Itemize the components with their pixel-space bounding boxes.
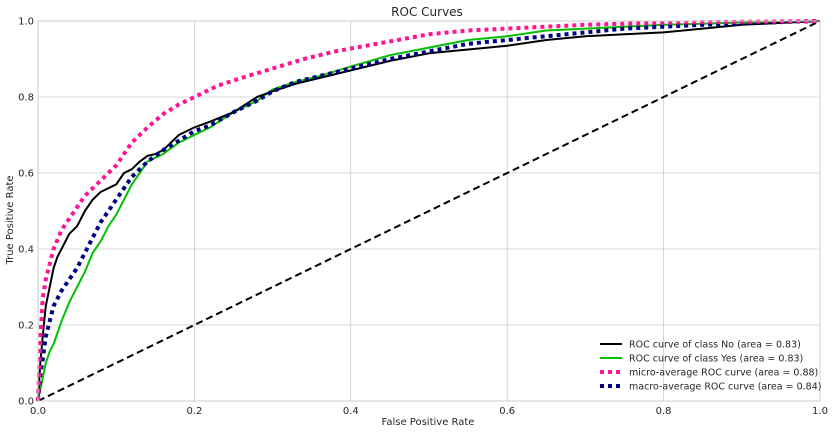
x-tick-label: 0.0 — [30, 406, 46, 417]
legend-entry-1: ROC curve of class Yes (area = 0.83) — [629, 354, 803, 365]
x-tick-label: 0.8 — [656, 406, 672, 417]
series-line-2 — [36, 19, 821, 402]
y-tick-label: 0.0 — [18, 397, 34, 408]
x-tick-label: 0.2 — [186, 406, 202, 417]
x-tick-label: 1.0 — [812, 406, 828, 417]
legend-entry-3: macro-average ROC curve (area = 0.84) — [629, 382, 821, 393]
series-line-1 — [37, 20, 821, 402]
x-tick-label: 0.6 — [499, 406, 515, 417]
y-tick-label: 0.6 — [18, 169, 34, 180]
y-tick-labels: 0.0 0.2 0.4 0.6 0.8 1.0 — [18, 17, 34, 408]
series-line-4 — [37, 20, 821, 402]
plot-lines — [36, 19, 821, 402]
y-tick-label: 1.0 — [18, 17, 34, 28]
y-tick-label: 0.2 — [18, 321, 34, 332]
legend-entry-2: micro-average ROC curve (area = 0.88) — [629, 368, 818, 379]
x-tick-labels: 0.0 0.2 0.4 0.6 0.8 1.0 — [30, 406, 828, 417]
legend-entry-0: ROC curve of class No (area = 0.83) — [629, 340, 801, 351]
chart-title: ROC Curves — [391, 5, 463, 19]
y-axis-label: True Positive Rate — [5, 175, 16, 265]
series-line-0 — [37, 20, 821, 402]
y-tick-label: 0.4 — [18, 245, 34, 256]
legend: ROC curve of class No (area = 0.83) ROC c… — [600, 340, 821, 393]
y-tick-label: 0.8 — [18, 93, 34, 104]
x-axis-label: False Positive Rate — [382, 417, 475, 428]
x-tick-label: 0.4 — [343, 406, 359, 417]
series-line-3 — [36, 19, 821, 402]
plot-frame — [37, 20, 821, 402]
